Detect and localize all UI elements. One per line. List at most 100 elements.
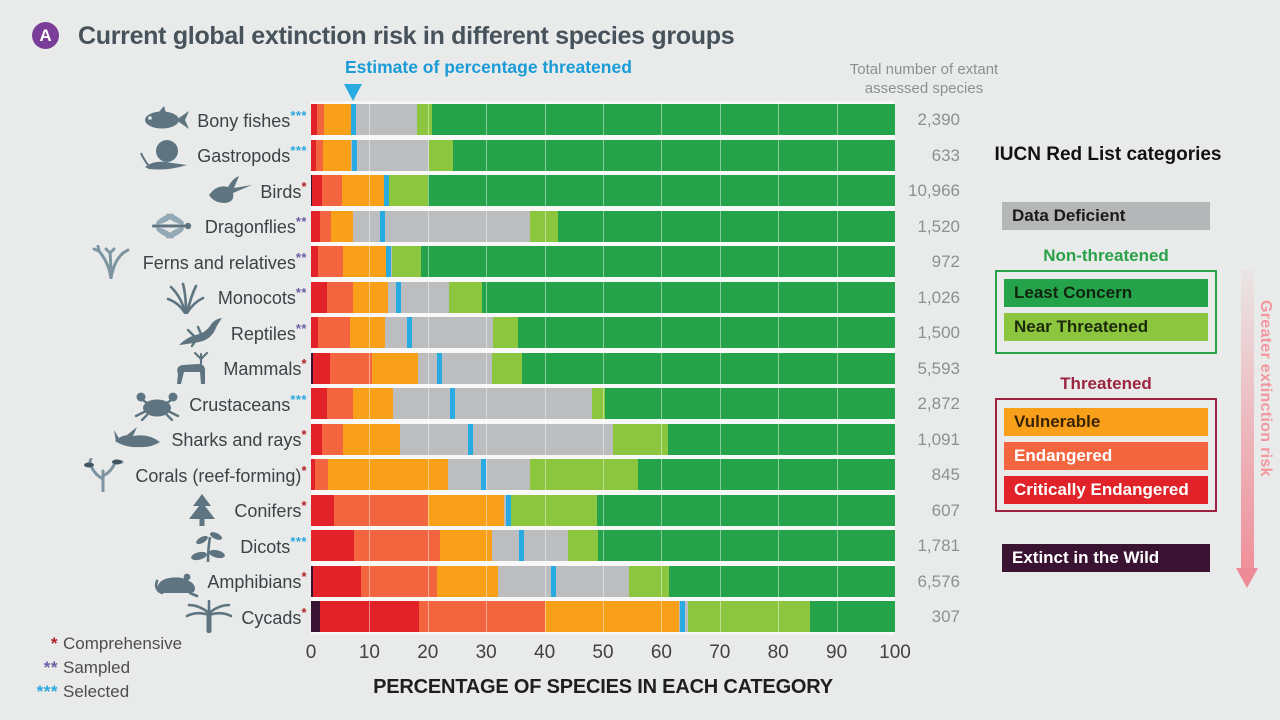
gridline: [719, 101, 721, 633]
coral-icon: [78, 457, 128, 492]
segment-critically-endangered: [312, 352, 331, 384]
assessed-count: 6,576: [917, 571, 960, 591]
row-label-sharks-and-rays: Sharks and rays*: [20, 424, 307, 455]
segment-least-concern: [521, 352, 895, 384]
species-label: Amphibians*: [207, 569, 307, 592]
species-label: Ferns and relatives**: [142, 249, 307, 273]
estimate-threatened-line: [406, 317, 412, 348]
segment-data-deficient: [350, 139, 429, 171]
species-label: Gastropods***: [197, 143, 307, 166]
segment-near-threatened: [509, 494, 598, 526]
segment-endangered: [326, 281, 354, 313]
gridline: [836, 101, 838, 633]
assessment-stars: ***: [290, 391, 307, 407]
lizard-icon: [174, 316, 224, 350]
x-axis-title: PERCENTAGE OF SPECIES IN EACH CATEGORY: [373, 676, 833, 698]
estimate-threatened-line: [383, 175, 389, 206]
row-label-dragonflies: Dragonflies**: [20, 211, 307, 242]
fern-icon: [86, 244, 136, 279]
segment-data-deficient: [392, 388, 592, 419]
segment-near-threatened: [392, 246, 421, 277]
segment-critically-endangered: [311, 246, 318, 277]
segment-vulnerable: [350, 317, 386, 348]
segment-critically-endangered: [311, 530, 355, 561]
snail-icon: [140, 138, 190, 172]
segment-endangered: [318, 317, 351, 348]
x-tick-20: 20: [417, 642, 439, 663]
segment-critically-endangered: [311, 494, 335, 526]
assessed-count: 10,966: [908, 181, 960, 200]
segment-least-concern: [427, 175, 895, 206]
footnote-selected: *** Selected: [24, 682, 130, 702]
row-label-mammals: Mammals*: [20, 351, 307, 384]
segment-near-threatened: [493, 317, 518, 348]
estimate-threatened-line: [467, 423, 473, 455]
x-tick-80: 80: [767, 642, 789, 663]
segment-critically-endangered: [311, 459, 315, 490]
gridline: [661, 101, 663, 633]
total-assessed-header-line1: Total number of extant: [849, 61, 999, 78]
segment-extinct-in-wild: [311, 175, 313, 206]
segment-endangered: [320, 210, 331, 242]
x-tick-30: 30: [475, 642, 497, 663]
segment-critically-endangered: [311, 423, 323, 455]
segment-endangered: [326, 388, 354, 419]
assessment-stars: *: [301, 427, 307, 442]
row-label-ferns-and-relatives: Ferns and relatives**: [20, 244, 307, 279]
gridline: [603, 101, 604, 633]
segment-least-concern: [597, 494, 895, 526]
assessment-stars: *: [301, 356, 307, 371]
segment-vulnerable: [343, 423, 400, 455]
species-label: Birds*: [260, 178, 307, 202]
stacked-bar-bony-fishes: [311, 104, 895, 135]
footnote-stars: ***: [36, 682, 58, 701]
assessed-count: 1,091: [917, 429, 960, 449]
assessment-stars: ***: [290, 107, 307, 123]
assessed-count: 2,390: [917, 110, 960, 129]
segment-endangered: [322, 423, 344, 455]
species-label: Cycads*: [241, 604, 307, 628]
footnote-stars: *: [50, 634, 58, 653]
segment-data-deficient: [351, 104, 418, 135]
gridline: [486, 101, 488, 633]
total-assessed-header: Total number of extant assessed species: [818, 60, 1030, 98]
legend-data-deficient: Data Deficient: [1002, 202, 1210, 230]
shark-icon: [114, 422, 164, 456]
assessment-stars: **: [295, 249, 307, 265]
x-tick-100: 100: [879, 642, 911, 663]
frog-icon: [150, 564, 200, 598]
legend-least-concern: Least Concern: [1004, 279, 1208, 307]
segment-near-threatened: [687, 601, 811, 632]
estimate-threatened-line: [550, 565, 556, 597]
segment-critically-endangered: [312, 565, 362, 597]
segment-vulnerable: [341, 175, 386, 206]
segment-least-concern: [431, 104, 895, 135]
species-label: Monocots**: [217, 285, 307, 308]
assessed-count: 845: [931, 465, 960, 484]
segment-near-threatened: [529, 210, 558, 242]
fish-icon: [140, 103, 190, 137]
species-label: Conifers*: [234, 498, 307, 521]
legend-threatened-frame: [995, 398, 1217, 512]
stacked-bar-dicots: [311, 530, 895, 561]
assessment-stars: ***: [290, 533, 307, 549]
segment-endangered: [316, 104, 324, 135]
estimate-marker-icon: [344, 84, 362, 101]
assessed-count: 1,781: [917, 536, 960, 555]
segment-endangered: [361, 565, 438, 597]
segment-critically-endangered: [319, 601, 420, 632]
assessment-stars: ***: [290, 143, 307, 158]
crab-icon: [132, 387, 182, 421]
grass-icon: [161, 280, 211, 314]
segment-vulnerable: [427, 494, 504, 526]
segment-vulnerable: [437, 565, 498, 597]
stacked-bar-corals-reef-forming-: [311, 459, 895, 490]
estimate-annotation: Estimate of percentage threatened: [345, 57, 632, 77]
estimate-threatened-line: [518, 530, 524, 561]
species-label: Sharks and rays*: [171, 427, 307, 450]
segment-endangered: [354, 530, 441, 561]
assessed-count: 972: [931, 252, 960, 271]
legend-non-threatened-heading: Non-threatened: [1043, 246, 1169, 265]
stacked-bar-sharks-and-rays: [311, 423, 895, 455]
segment-data-deficient: [417, 352, 492, 384]
